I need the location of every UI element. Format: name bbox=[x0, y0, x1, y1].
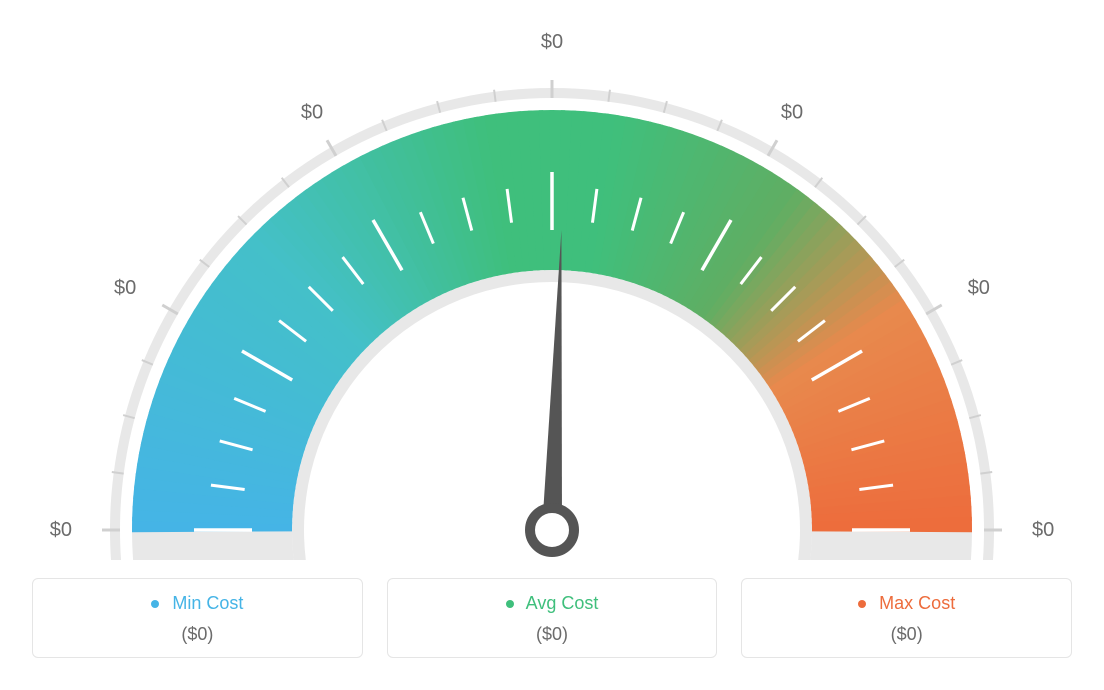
legend-dot-max bbox=[858, 600, 866, 608]
legend-value-avg: ($0) bbox=[388, 624, 717, 645]
legend-label-max: Max Cost bbox=[879, 593, 955, 613]
legend-dot-min bbox=[151, 600, 159, 608]
gauge-chart: $0 $0 $0 $0 $0 $0 $0 bbox=[0, 0, 1104, 560]
svg-text:$0: $0 bbox=[114, 277, 136, 299]
legend-title-min: Min Cost bbox=[33, 593, 362, 614]
legend-label-min: Min Cost bbox=[172, 593, 243, 613]
svg-text:$0: $0 bbox=[968, 277, 990, 299]
svg-text:$0: $0 bbox=[50, 519, 72, 541]
gauge-svg: $0 $0 $0 $0 $0 $0 $0 bbox=[0, 0, 1104, 560]
legend-title-max: Max Cost bbox=[742, 593, 1071, 614]
svg-text:$0: $0 bbox=[301, 101, 323, 123]
legend-value-max: ($0) bbox=[742, 624, 1071, 645]
svg-text:$0: $0 bbox=[781, 101, 803, 123]
legend-dot-avg bbox=[506, 600, 514, 608]
legend-title-avg: Avg Cost bbox=[388, 593, 717, 614]
legend-box-min: Min Cost ($0) bbox=[32, 578, 363, 658]
legend-value-min: ($0) bbox=[33, 624, 362, 645]
svg-text:$0: $0 bbox=[1032, 519, 1054, 541]
legend-row: Min Cost ($0) Avg Cost ($0) Max Cost ($0… bbox=[32, 578, 1072, 658]
legend-box-max: Max Cost ($0) bbox=[741, 578, 1072, 658]
legend-label-avg: Avg Cost bbox=[526, 593, 599, 613]
svg-text:$0: $0 bbox=[541, 31, 563, 53]
legend-box-avg: Avg Cost ($0) bbox=[387, 578, 718, 658]
